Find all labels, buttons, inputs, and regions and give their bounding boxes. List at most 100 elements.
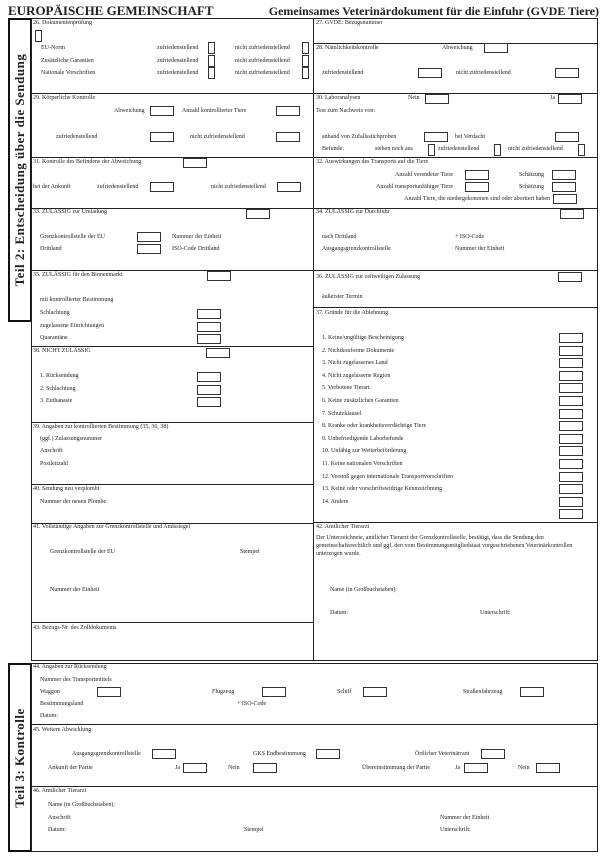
s36-box[interactable] [558,272,582,282]
s44-wagon-box[interactable] [97,687,121,697]
s45-arrival-no-box[interactable] [253,763,277,773]
s35-item-box[interactable] [197,322,221,332]
s34-box[interactable] [560,209,584,219]
s37-item-box[interactable] [559,433,583,444]
s28-ok-box[interactable] [418,68,442,78]
s28-deviation-box[interactable] [484,43,508,53]
s26-checkbox[interactable] [35,30,42,42]
s37-item-box[interactable] [559,345,583,356]
s37-item-box[interactable] [559,421,583,432]
s32-title: 32. Auswirkungen des Transports auf die … [316,159,429,165]
s30-suspicion-box[interactable] [555,132,579,142]
s26-ok-checkbox[interactable] [208,42,215,54]
s44-ship-box[interactable] [363,687,387,697]
s37-item-box[interactable] [559,370,583,381]
s38-item-box[interactable] [197,397,221,407]
s45-arrival-yes-box[interactable] [183,763,207,773]
s33-third-label: Drittland [40,246,62,252]
part3-strip: Teil 3: Kontrolle [8,663,32,852]
part2-label: Teil 2: Entscheidung über die Sendung [12,53,27,287]
s45-exit-box[interactable] [152,749,176,759]
s33-third-box[interactable] [137,244,161,254]
s32-unfit-estimate-box[interactable] [552,182,576,192]
divider [31,422,314,423]
s46-address-label: Anschrift [48,815,71,821]
s29-count-label: Anzahl kontrollierter Tiere [182,108,247,114]
s32-estimate-label: Schätzung [519,172,544,178]
s35-item-box[interactable] [197,309,221,319]
s38-box[interactable] [206,348,230,358]
divider [313,43,598,44]
s37-item-box[interactable] [559,408,583,419]
s32-unfit-label: Anzahl transportunfähiger Tiere [376,184,453,190]
s31-nok-label: nicht zufriedenstellend [211,184,266,190]
s35-box[interactable] [207,271,231,281]
s37-item-box[interactable] [559,471,583,482]
s33-bip-box[interactable] [137,232,161,242]
s32-born-box[interactable] [553,194,577,204]
s37-item-box[interactable] [559,383,583,394]
s37-item-box[interactable] [559,396,583,406]
s34-iso-label: + ISO-Code [455,234,485,240]
s26-nok-checkbox[interactable] [302,42,309,54]
s44-country-label: Bestimmungsland [40,701,84,707]
s35-item-box[interactable] [197,334,221,344]
s35-item: zugelassene Einrichtungen [40,323,105,329]
s31-box[interactable] [183,158,207,168]
s44-truck-box[interactable] [520,687,544,697]
s37-item-box[interactable] [559,459,583,469]
s46-signature-label: Unterschrift: [440,827,471,833]
s37-item-box[interactable] [559,484,583,495]
s30-nok-checkbox[interactable] [578,144,585,156]
s37-item-box[interactable] [559,496,583,507]
s45-match-yes-box[interactable] [464,763,488,773]
s34-third-label: nach Drittland [322,234,357,240]
s31-ok-box[interactable] [150,182,174,192]
s45-gks-box[interactable] [316,749,340,759]
s45-local-box[interactable] [481,749,505,759]
divider [31,786,598,787]
s32-dead-box[interactable] [465,170,489,180]
s32-unfit-box[interactable] [465,182,489,192]
s45-title: 45. Weitere Abwicklung [33,727,92,733]
s29-deviation-box[interactable] [150,106,174,116]
s26-ok-checkbox[interactable] [208,67,215,79]
s37-item: 7. Schutzklausel [322,410,362,417]
s28-nok-box[interactable] [555,68,579,78]
s30-yes-box[interactable] [558,94,582,104]
s26-nok-label: nicht zufriedenstellend [235,70,290,76]
s44-iso-label: + ISO-Code [237,701,267,707]
s32-dead-estimate-box[interactable] [552,170,576,180]
s37-item-box[interactable] [559,358,583,369]
s29-ok-box[interactable] [150,132,174,142]
s33-box[interactable] [246,209,270,219]
s37-item-box[interactable] [559,509,583,520]
divider [31,93,314,94]
s26-nok-checkbox[interactable] [302,55,309,67]
s37-item-box[interactable] [559,446,583,457]
s32-estimate-label: Schätzung [519,184,544,190]
s44-date-label: Datum: [40,713,58,719]
s38-item: 3. Euthanasie [40,398,73,404]
s30-suspicion-label: bei Verdacht [455,134,486,140]
divider [31,157,314,158]
divider [31,270,314,271]
s37-item-box[interactable] [559,333,583,343]
s30-random-label: anhand von Zufallsstichproben [322,134,397,140]
s30-pending-checkbox[interactable] [428,144,435,156]
s29-title: 29. Körperliche Kontrolle [33,95,96,101]
s29-count-box[interactable] [276,106,300,116]
part2-strip: Teil 2: Entscheidung über die Sendung [8,18,32,322]
s31-nok-box[interactable] [277,182,301,192]
s26-ok-checkbox[interactable] [208,55,215,67]
s44-plane-box[interactable] [262,687,286,697]
s38-item-box[interactable] [197,372,221,382]
s41-stamp-label: Stempel [240,549,260,555]
s30-random-box[interactable] [424,132,448,142]
s26-nok-checkbox[interactable] [302,67,309,79]
s30-ok-checkbox[interactable] [494,144,501,156]
s29-nok-box[interactable] [276,132,300,142]
s45-match-no-box[interactable] [536,763,560,773]
s38-item-box[interactable] [197,385,221,395]
s30-no-box[interactable] [425,94,449,104]
